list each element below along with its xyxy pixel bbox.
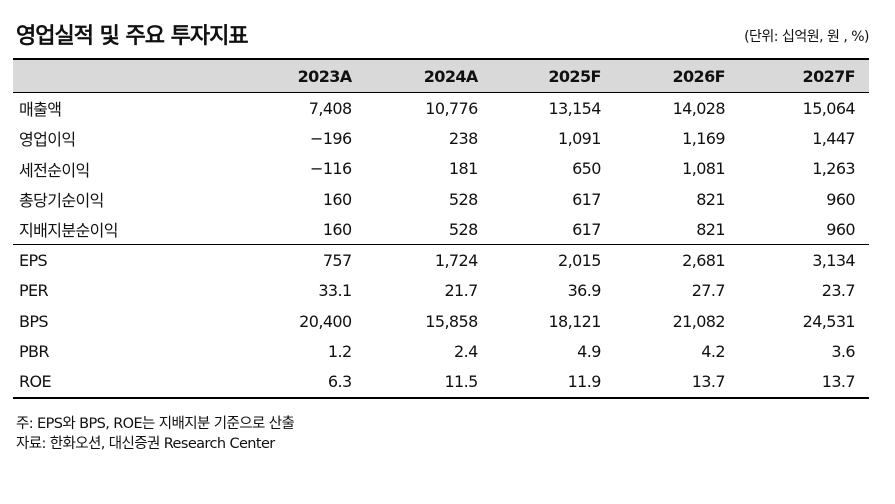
table-cell: 1.2 — [327, 342, 352, 362]
table-cell: 160 — [322, 189, 352, 209]
table-cell: 11.5 — [351, 366, 478, 399]
table-row: PBR 1.2 2.4 4.9 4.2 3.6 — [13, 336, 869, 366]
table-cell: 617 — [572, 219, 601, 239]
table-cell: 14,028 — [672, 98, 726, 118]
row-label: 영업이익 — [19, 130, 76, 150]
table-cell: 2.4 — [454, 342, 478, 362]
page-title: 영업실적 및 주요 투자지표 — [16, 24, 249, 49]
table-row: PER 33.1 21.7 36.9 27.7 23.7 — [13, 276, 869, 306]
footnote: 주: EPS와 BPS, ROE는 지배지분 기준으로 산출 — [16, 416, 295, 432]
table-cell: 650 — [572, 159, 601, 179]
table-row: 세전순이익 −116 181 650 1,081 1,263 — [13, 154, 869, 184]
table-row: EPS 757 1,724 2,015 2,681 3,134 — [13, 244, 869, 276]
table-cell: 20,400 — [299, 311, 352, 331]
table-cell: 821 — [696, 189, 725, 209]
table-row: ROE 6.3 11.5 11.9 13.7 13.7 — [13, 366, 869, 399]
table-row: 매출액 7,408 10,776 13,154 14,028 15,064 — [13, 93, 869, 124]
row-label: 세전순이익 — [19, 160, 90, 180]
table-corner-cell — [13, 58, 234, 93]
table-cell: 1,447 — [812, 128, 855, 148]
row-label: ROE — [13, 366, 234, 399]
table-cell: 528 — [448, 219, 478, 239]
unit-caption: (단위: 십억원, 원 , %) — [744, 29, 869, 45]
column-header: 2027F — [724, 58, 869, 93]
table-cell: 21.7 — [444, 281, 478, 301]
table-cell: 160 — [322, 219, 352, 239]
row-label: BPS — [19, 311, 49, 331]
row-label: 지배지분순이익 — [19, 221, 118, 241]
table-cell: −116 — [310, 159, 352, 179]
table-header-row: 2023A 2024A 2025F 2026F 2027F — [13, 58, 869, 93]
table-cell: 1,169 — [682, 128, 725, 148]
table-cell: 238 — [448, 128, 478, 148]
table-cell: 27.7 — [691, 281, 726, 301]
table-cell: 2,015 — [477, 244, 601, 276]
table-cell: 1,091 — [558, 128, 601, 148]
table-cell: 960 — [826, 189, 855, 209]
table-cell: 23.7 — [821, 281, 856, 301]
column-header: 2025F — [477, 58, 601, 93]
table-cell: 7,408 — [308, 98, 352, 118]
table-cell: 13,154 — [548, 98, 601, 118]
table-cell: 11.9 — [477, 366, 601, 399]
financial-table: 2023A 2024A 2025F 2026F 2027F 매출액 7,408 … — [13, 58, 869, 399]
table-cell: 15,064 — [802, 98, 856, 118]
table-cell: 960 — [826, 219, 855, 239]
footnotes: 주: EPS와 BPS, ROE는 지배지분 기준으로 산출 자료: 한화오션,… — [16, 414, 295, 454]
row-label: EPS — [13, 244, 234, 276]
row-label: 총당기순이익 — [19, 191, 104, 211]
table-row: BPS 20,400 15,858 18,121 21,082 24,531 — [13, 306, 869, 336]
table-cell: 13.7 — [724, 366, 869, 399]
table-cell: 10,776 — [425, 98, 478, 118]
row-label: PER — [19, 281, 49, 301]
table-cell: 821 — [696, 219, 725, 239]
table-row: 지배지분순이익 160 528 617 821 960 — [13, 214, 869, 245]
table-cell: 757 — [233, 244, 352, 276]
table-cell: 33.1 — [318, 281, 352, 301]
table-row: 총당기순이익 160 528 617 821 960 — [13, 184, 869, 214]
table-cell: 21,082 — [672, 311, 726, 331]
table-cell: 4.9 — [577, 342, 601, 362]
table-cell: 3.6 — [831, 342, 855, 362]
table-cell: 1,263 — [812, 159, 855, 179]
row-label: 매출액 — [19, 100, 62, 120]
table-cell: 15,858 — [425, 311, 478, 331]
table-cell: 6.3 — [233, 366, 352, 399]
table-cell: 4.2 — [701, 342, 725, 362]
table-cell: 36.9 — [567, 281, 602, 301]
table-cell: 24,531 — [802, 311, 856, 331]
table-cell: 3,134 — [724, 244, 869, 276]
table-cell: 2,681 — [600, 244, 726, 276]
table-cell: 181 — [448, 159, 478, 179]
column-header: 2024A — [351, 58, 478, 93]
table-row: 영업이익 −196 238 1,091 1,169 1,447 — [13, 123, 869, 153]
row-label: PBR — [19, 342, 50, 362]
table-cell: 13.7 — [600, 366, 726, 399]
table-cell: 1,081 — [682, 159, 725, 179]
table-cell: 18,121 — [548, 311, 601, 331]
table-cell: 1,724 — [351, 244, 478, 276]
column-header: 2026F — [600, 58, 726, 93]
table-cell: 528 — [448, 189, 478, 209]
source-note: 자료: 한화오션, 대신증권 Research Center — [16, 436, 275, 452]
column-header: 2023A — [233, 58, 352, 93]
table-cell: −196 — [310, 128, 352, 148]
table-cell: 617 — [572, 189, 601, 209]
